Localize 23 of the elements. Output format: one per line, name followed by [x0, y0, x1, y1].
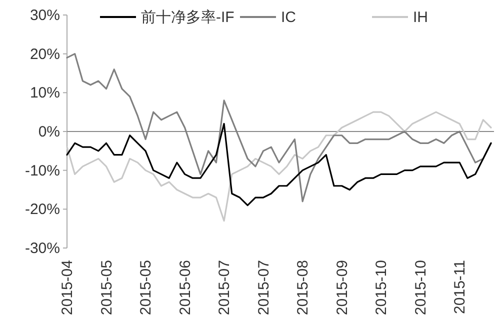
x-tick-label: 2015-09	[334, 260, 351, 316]
line-series	[66, 111, 492, 222]
y-tick-label: -20%	[24, 201, 60, 218]
y-tick-label: 20%	[30, 46, 60, 63]
y-tick-label: 10%	[30, 84, 60, 102]
x-tick-label: 2015-11	[452, 260, 469, 314]
y-tick-label: -10%	[24, 162, 60, 180]
x-tick-label: 2015-07	[216, 260, 234, 316]
x-tick-label: 2015-08	[294, 260, 312, 316]
line-series	[66, 122, 492, 206]
x-tick-label: 2015-05	[98, 260, 116, 316]
x-tick-label: 2015-10	[373, 260, 390, 316]
x-tick-label: 2015-06	[176, 260, 194, 316]
x-tick-label: 2015-10	[412, 260, 430, 316]
legend-label: IH	[413, 9, 428, 26]
x-tick-label: 2015-07	[255, 260, 272, 316]
legend-label: IC	[281, 9, 296, 26]
x-tick-label: 2015-04	[59, 260, 76, 316]
y-tick-label: 0%	[38, 124, 60, 140]
legend-label: 前十净多率-IF	[141, 9, 234, 26]
x-tick-label: 2015-05	[138, 260, 155, 316]
y-tick-label: 30%	[30, 7, 60, 24]
y-tick-label: -30%	[24, 240, 60, 257]
